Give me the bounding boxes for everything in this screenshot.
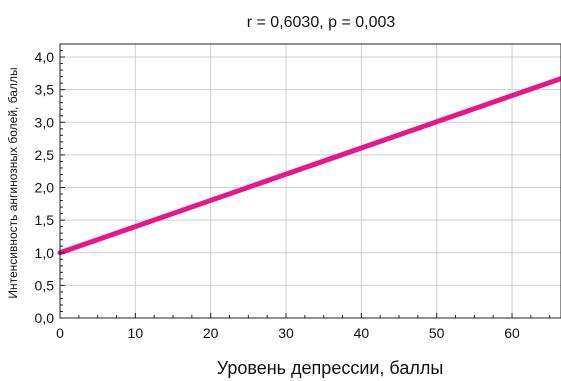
y-tick-label: 1,5 <box>35 212 55 228</box>
x-tick-label: 30 <box>278 325 294 341</box>
x-tick-label: 20 <box>203 325 219 341</box>
y-tick-label: 2,5 <box>35 147 55 163</box>
y-tick-label: 2,0 <box>35 180 55 196</box>
x-tick-label: 60 <box>504 325 520 341</box>
y-axis-label: Интенсивность ангинозных болей, баллы <box>6 67 20 298</box>
grid <box>60 44 561 318</box>
y-axis-ticks: 0,0 0,5 1,0 1,5 2,0 2,5 3,0 3,5 4,0 <box>35 49 65 326</box>
y-tick-label: 0,5 <box>35 277 55 293</box>
x-axis-ticks: 0 10 20 30 40 50 60 <box>56 313 551 341</box>
y-tick-label: 1,0 <box>35 245 55 261</box>
regression-line <box>57 76 561 256</box>
x-axis-label: Уровень депрессии, баллы <box>217 358 444 378</box>
y-tick-label: 3,0 <box>35 114 55 130</box>
y-tick-label: 0,0 <box>35 310 55 326</box>
y-tick-label: 3,5 <box>35 82 55 98</box>
x-tick-label: 0 <box>56 325 64 341</box>
x-tick-label: 10 <box>128 325 144 341</box>
y-tick-label: 4,0 <box>35 49 55 65</box>
x-tick-label: 50 <box>429 325 445 341</box>
series-layer <box>57 76 561 256</box>
chart-title: r = 0,6030, p = 0,003 <box>247 14 396 31</box>
x-tick-label: 40 <box>354 325 370 341</box>
